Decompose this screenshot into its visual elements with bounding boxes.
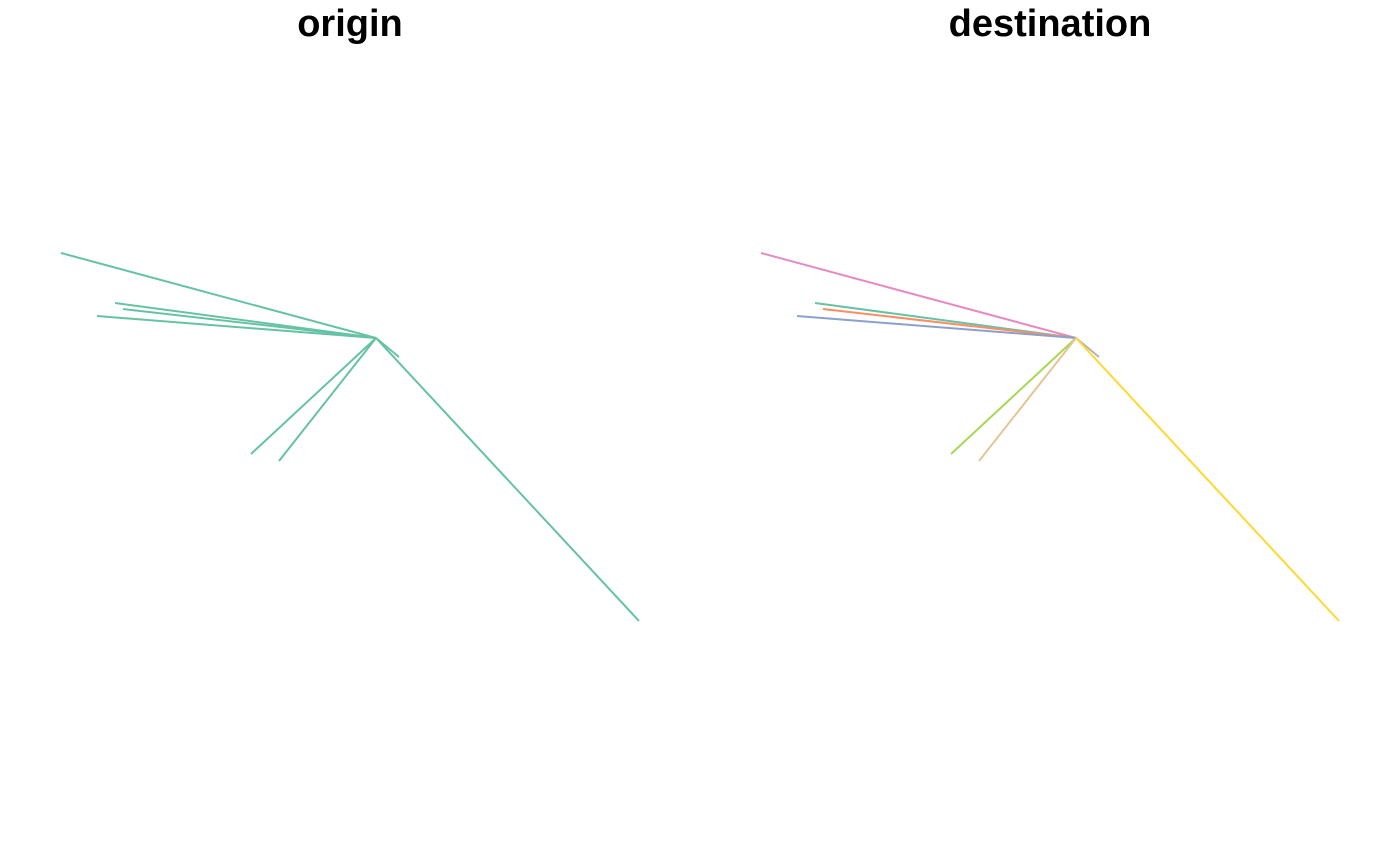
flow-line-1 — [760, 252, 1077, 339]
flow-line-6 — [950, 337, 1077, 455]
origin-map — [60, 252, 640, 622]
flow-line-4 — [96, 315, 377, 339]
flow-line-4 — [796, 315, 1077, 339]
flow-line-1 — [60, 252, 377, 339]
flow-line-8 — [375, 337, 640, 622]
destination-title: destination — [948, 3, 1152, 45]
origin-title: origin — [297, 3, 403, 45]
flow-line-6 — [250, 337, 377, 455]
destination-map — [760, 252, 1340, 622]
destination-panel: destination — [700, 0, 1400, 865]
flow-line-3 — [822, 308, 1077, 339]
flow-line-3 — [122, 308, 377, 339]
flow-line-7 — [978, 337, 1077, 462]
flow-line-8 — [1075, 337, 1340, 622]
origin-panel: origin — [60, 3, 640, 622]
flow-line-7 — [278, 337, 377, 462]
